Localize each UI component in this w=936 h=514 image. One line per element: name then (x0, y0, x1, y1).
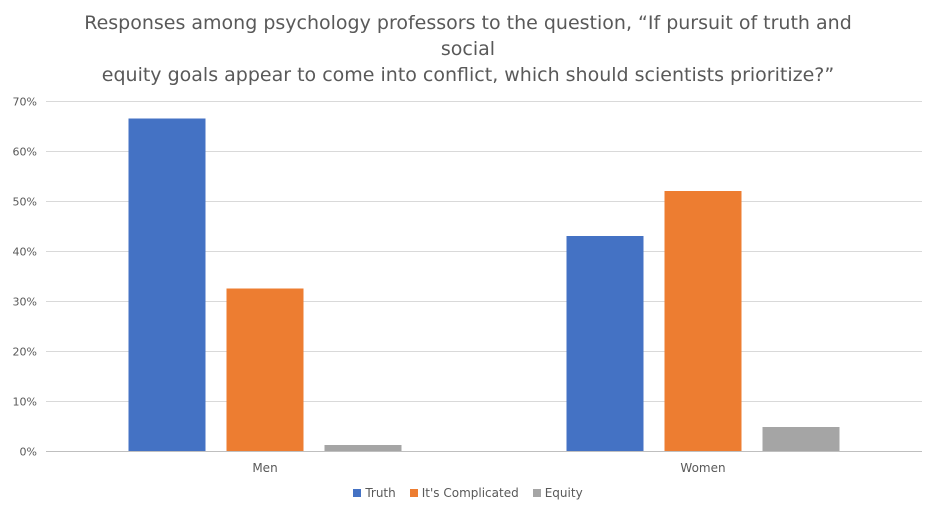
bar-women-truth (566, 236, 644, 451)
y-tick-label: 20% (13, 346, 37, 359)
chart-legend: Truth It's Complicated Equity (0, 486, 936, 500)
y-tick-label: 0% (20, 446, 37, 459)
chart-title-line-2: equity goals appear to come into conflic… (101, 64, 835, 86)
legend-item-truth: Truth (353, 486, 396, 500)
y-tick-label: 30% (13, 296, 37, 309)
bar-men-equity (324, 445, 402, 451)
y-tick-label: 50% (13, 196, 37, 209)
bar-men-it-s-complicated (226, 288, 304, 451)
x-category-label: Men (252, 461, 277, 475)
y-tick-label: 70% (13, 96, 37, 109)
bar-men-truth (128, 118, 206, 451)
bar-women-it-s-complicated (664, 191, 742, 451)
y-tick-label: 60% (13, 146, 37, 159)
chart-plot-area: 0% 10% 20% 30% 40% 50% 60% 70% Men Women (13, 96, 922, 475)
bar-women-equity (762, 427, 840, 451)
y-tick-label: 40% (13, 246, 37, 259)
legend-swatch-complicated (409, 489, 418, 497)
legend-item-equity: Equity (532, 486, 583, 500)
chart-title: Responses among psychology professors to… (60, 10, 876, 88)
legend-label-equity: Equity (544, 486, 583, 500)
legend-item-complicated: It's Complicated (409, 486, 519, 500)
legend-label-truth: Truth (365, 486, 396, 500)
legend-label-complicated: It's Complicated (421, 486, 519, 500)
legend-swatch-equity (532, 489, 541, 497)
chart-title-line-1: Responses among psychology professors to… (84, 12, 852, 60)
legend-swatch-truth (353, 489, 362, 497)
x-category-label: Women (680, 461, 725, 475)
y-tick-label: 10% (13, 396, 37, 409)
